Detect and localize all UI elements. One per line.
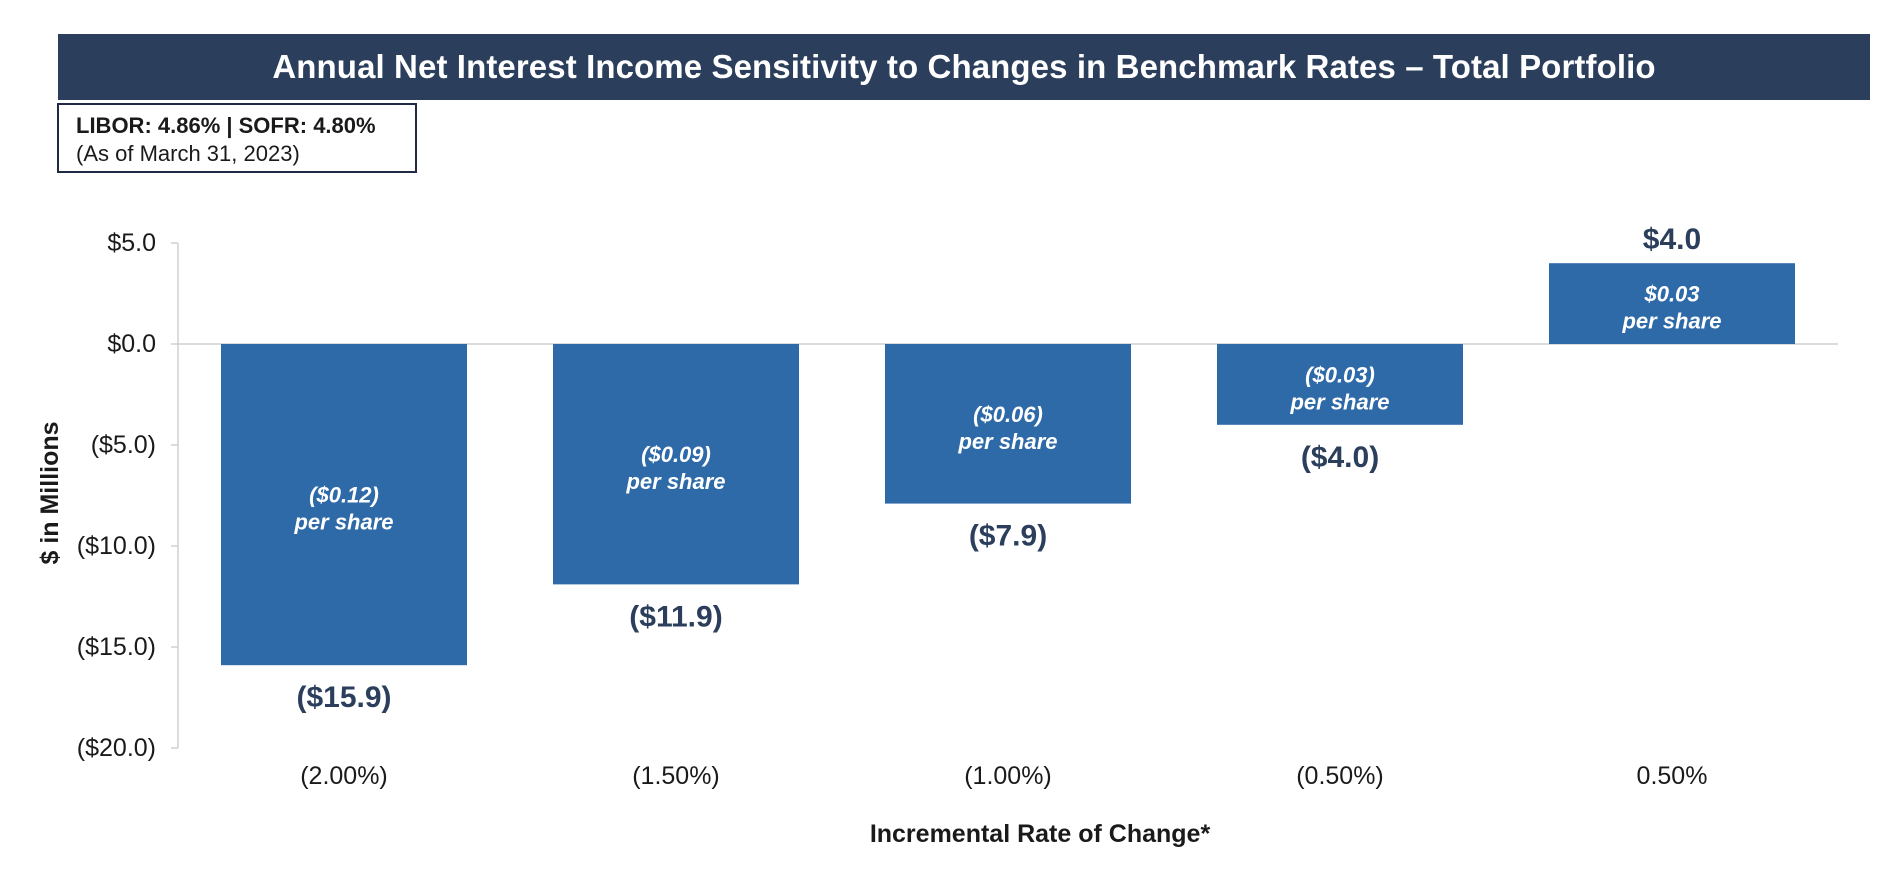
per-share-value: ($0.03) (1305, 362, 1375, 387)
benchmark-rates-box: LIBOR: 4.86% | SOFR: 4.80% (As of March … (57, 103, 417, 173)
y-tick-label: $0.0 (107, 330, 156, 358)
as-of-date-text: (As of March 31, 2023) (76, 141, 300, 166)
x-tick-label: (1.00%) (964, 762, 1052, 790)
data-label: ($7.9) (969, 520, 1047, 553)
x-axis-title: Incremental Rate of Change* (870, 820, 1211, 848)
y-tick-label: ($10.0) (77, 532, 156, 560)
data-label: ($4.0) (1301, 441, 1379, 474)
data-label: $4.0 (1643, 223, 1701, 256)
title-banner: Annual Net Interest Income Sensitivity t… (58, 34, 1870, 100)
x-tick-label: (2.00%) (300, 762, 388, 790)
per-share-value: ($0.09) (641, 442, 711, 467)
x-axis: (2.00%) (1.50%) (1.00%) (0.50%) 0.50% (300, 762, 1707, 790)
y-tick-label: ($15.0) (77, 633, 156, 661)
bar (1549, 263, 1795, 344)
per-share-value: ($0.12) (309, 483, 379, 508)
x-tick-label: 0.50% (1637, 762, 1708, 790)
per-share-value: ($0.06) (973, 402, 1043, 427)
bar (885, 344, 1131, 504)
y-axis-title: $ in Millions (36, 421, 64, 564)
bar (221, 344, 467, 666)
benchmark-rates-text: LIBOR: 4.86% | SOFR: 4.80% (76, 113, 376, 138)
per-share-suffix: per share (1621, 309, 1721, 334)
chart-title: Annual Net Interest Income Sensitivity t… (272, 48, 1656, 85)
bar-labels: ($0.12)per share($15.9)($0.09)per share(… (293, 223, 1721, 714)
bars (221, 263, 1795, 666)
x-tick-label: (1.50%) (632, 762, 720, 790)
per-share-suffix: per share (1289, 389, 1389, 414)
per-share-value: $0.03 (1643, 282, 1699, 307)
data-label: ($15.9) (296, 681, 391, 714)
bar (553, 344, 799, 585)
per-share-suffix: per share (293, 510, 393, 535)
per-share-suffix: per share (957, 429, 1057, 454)
y-tick-label: $5.0 (107, 229, 156, 257)
x-tick-label: (0.50%) (1296, 762, 1384, 790)
per-share-suffix: per share (625, 469, 725, 494)
bar (1217, 344, 1463, 425)
data-label: ($11.9) (629, 600, 722, 633)
y-tick-label: ($20.0) (77, 734, 156, 762)
y-tick-label: ($5.0) (91, 431, 156, 459)
